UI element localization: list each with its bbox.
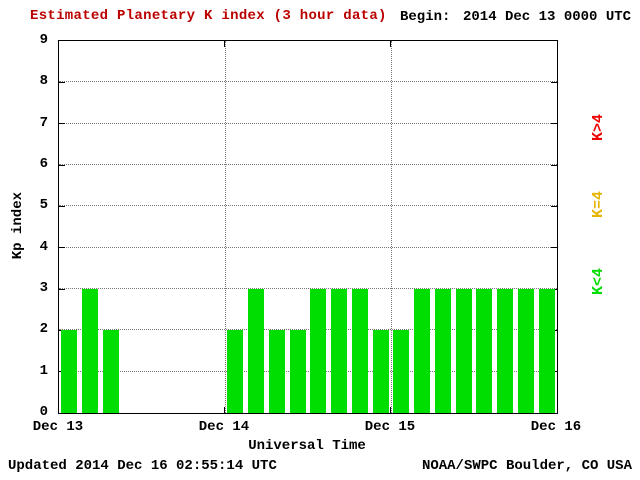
- kp-bar: [102, 330, 119, 413]
- h-gridline: [59, 122, 557, 124]
- kp-bar: [82, 289, 99, 413]
- y-tick-label: 5: [39, 197, 48, 214]
- kp-bar: [476, 289, 493, 413]
- x-tick-label: Dec 15: [364, 419, 416, 435]
- y-tick-label: 4: [39, 238, 48, 255]
- axis-tick: [59, 288, 65, 290]
- kp-bar: [227, 330, 244, 413]
- begin-label: Begin:: [400, 9, 451, 25]
- kp-bar: [434, 289, 451, 413]
- x-tick-label: Dec 16: [530, 419, 582, 435]
- axis-tick: [224, 407, 226, 413]
- y-tick-label: 1: [39, 362, 48, 379]
- h-gridline: [59, 288, 557, 289]
- legend-item: K=4: [590, 191, 607, 219]
- h-gridline: [59, 246, 557, 248]
- y-tick-label: 6: [39, 156, 48, 172]
- kp-bar: [61, 330, 78, 413]
- h-gridline: [59, 205, 557, 207]
- y-tick-label: 9: [39, 32, 48, 48]
- kp-bar: [351, 289, 368, 413]
- axis-tick: [551, 81, 557, 83]
- v-gridline: [391, 41, 392, 413]
- axis-tick: [390, 407, 392, 413]
- begin-datetime: 2014 Dec 13 0000 UTC: [463, 9, 632, 25]
- axis-tick: [551, 205, 557, 207]
- axis-tick: [59, 164, 65, 166]
- axis-tick: [390, 41, 392, 47]
- axis-tick: [59, 81, 65, 83]
- kp-bar: [268, 330, 285, 413]
- kp-bar: [517, 289, 534, 413]
- axis-tick: [59, 205, 65, 207]
- y-tick-label: 0: [39, 404, 48, 420]
- kp-bar: [310, 289, 327, 413]
- axis-tick: [224, 41, 226, 47]
- updated-timestamp: Updated 2014 Dec 16 02:55:14 UTC: [8, 458, 277, 474]
- y-tick-label: 3: [39, 280, 48, 296]
- plot-area: [58, 40, 558, 414]
- x-tick-label: Dec 13: [32, 419, 84, 435]
- y-tick-label: 8: [39, 73, 48, 90]
- kp-bar: [497, 289, 514, 413]
- x-tick-label: Dec 14: [198, 419, 250, 435]
- kp-bar: [538, 289, 555, 413]
- h-gridline: [59, 370, 557, 372]
- legend-item: K>4: [590, 114, 607, 142]
- x-axis-label: Universal Time: [248, 438, 366, 454]
- kp-bar: [455, 289, 472, 413]
- h-gridline: [59, 81, 557, 83]
- axis-tick: [59, 247, 65, 249]
- kp-bar: [393, 330, 410, 413]
- axis-tick: [59, 123, 65, 125]
- chart-title: Estimated Planetary K index (3 hour data…: [30, 8, 387, 24]
- axis-tick: [551, 164, 557, 166]
- legend-item: K<4: [590, 268, 607, 296]
- h-gridline: [59, 164, 557, 165]
- kp-bar: [331, 289, 348, 413]
- y-tick-label: 7: [39, 114, 48, 131]
- source-attribution: NOAA/SWPC Boulder, CO USA: [421, 458, 632, 474]
- axis-tick: [551, 123, 557, 125]
- y-tick-label: 2: [39, 321, 48, 338]
- kp-bar: [248, 289, 265, 413]
- axis-tick: [551, 247, 557, 249]
- kp-bar: [372, 330, 389, 413]
- h-gridline: [59, 329, 557, 331]
- v-gridline: [225, 41, 226, 413]
- kp-bar: [289, 330, 306, 413]
- kp-bar: [414, 289, 431, 413]
